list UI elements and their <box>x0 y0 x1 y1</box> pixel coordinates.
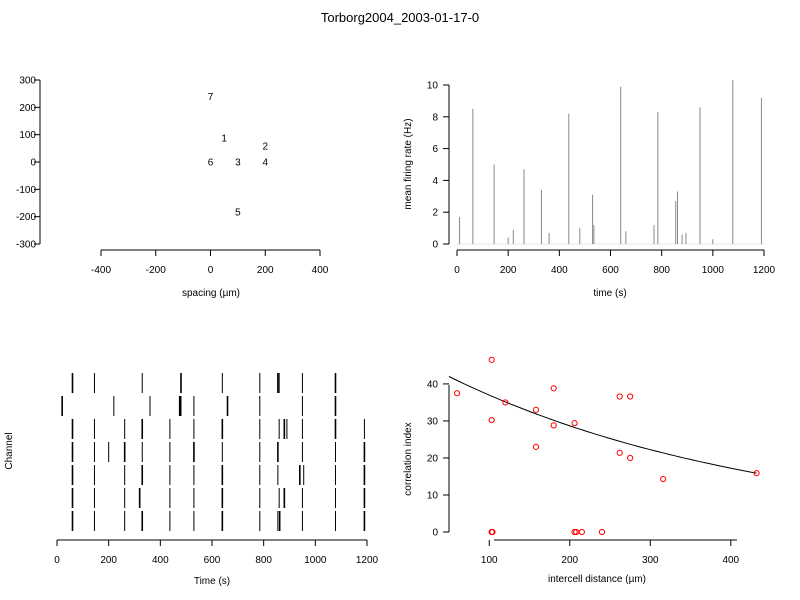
layout-x-label: spacing (µm) <box>182 288 240 299</box>
rate-x-tick-label: 600 <box>602 265 619 276</box>
raster-x-tick-label: 400 <box>152 555 169 566</box>
raster-panel: 0 200 400 600 800 1000 1200 Time (s) Channel <box>4 373 379 587</box>
correlation-x-tick-label: 300 <box>642 555 659 566</box>
layout-y-tick-label: 300 <box>19 76 36 87</box>
rate-x-tick-label: 0 <box>454 265 460 276</box>
rate-y-tick-label: 6 <box>432 144 438 155</box>
raster-x-tick-label: 600 <box>204 555 221 566</box>
electrode-label: 4 <box>262 158 268 169</box>
correlation-y-label: correlation index <box>403 422 414 495</box>
raster-x-tick-label: 800 <box>255 555 272 566</box>
layout-x-ticks: -400 -200 0 200 400 <box>91 250 329 276</box>
layout-y-ticks: -300 -200 -100 0 100 200 300 <box>16 76 40 251</box>
rate-y-ticks: 0 2 4 6 8 10 <box>427 81 449 251</box>
rate-x-ticks: 0 200 400 600 800 1000 1200 <box>454 250 776 276</box>
rate-y-tick-label: 0 <box>432 240 438 251</box>
correlation-point <box>550 385 557 392</box>
correlation-point <box>502 399 509 406</box>
correlation-y-ticks: 0 10 20 30 40 <box>427 379 449 539</box>
correlation-point <box>550 422 557 429</box>
raster-x-label: Time (s) <box>194 576 230 587</box>
correlation-point <box>489 528 496 536</box>
correlation-y-tick-label: 0 <box>432 528 438 539</box>
correlation-y-tick-label: 40 <box>427 379 439 390</box>
correlation-point <box>488 356 495 363</box>
rate-x-tick-label: 1200 <box>753 265 776 276</box>
correlation-point <box>660 475 667 483</box>
layout-y-tick-label: 100 <box>19 130 36 141</box>
layout-x-tick-label: 0 <box>208 265 214 276</box>
correlation-y-tick-label: 20 <box>427 453 439 464</box>
rate-y-tick-label: 10 <box>427 81 439 92</box>
correlation-fit-curve <box>448 376 757 474</box>
rate-x-tick-label: 200 <box>500 265 517 276</box>
rate-panel: 0 2 4 6 8 10 0 200 400 600 800 1000 1200 time (s) m… <box>403 80 776 299</box>
correlation-x-tick-label: 100 <box>481 555 498 566</box>
layout-y-tick-label: -200 <box>16 212 36 223</box>
raster-x-tick-label: 1200 <box>356 555 379 566</box>
electrode-label: 6 <box>208 158 214 169</box>
rate-x-tick-label: 1000 <box>702 265 725 276</box>
correlation-point <box>753 470 760 477</box>
correlation-point <box>616 393 623 400</box>
rate-y-tick-label: 8 <box>432 112 438 123</box>
correlation-point <box>453 390 461 397</box>
raster-x-ticks: 0 200 400 600 800 1000 1200 <box>54 540 379 566</box>
correlation-panel: 0 10 20 30 40 100 200 300 400 intercell distanc… <box>403 356 760 585</box>
correlation-x-label: intercell distance (µm) <box>548 574 646 585</box>
correlation-point <box>616 449 623 456</box>
raster-y-label: Channel <box>4 432 15 469</box>
correlation-point <box>488 417 495 424</box>
electrode-label: 2 <box>262 142 268 153</box>
layout-x-tick-label: -400 <box>91 265 111 276</box>
layout-x-tick-label: -200 <box>146 265 166 276</box>
rate-x-label: time (s) <box>593 288 626 299</box>
layout-panel: -300 -200 -100 0 100 200 300 -400 -200 0 200 400 1… <box>16 76 329 300</box>
correlation-y-tick-label: 10 <box>427 490 439 501</box>
electrode-label: 1 <box>221 134 227 145</box>
correlation-point <box>627 454 634 462</box>
layout-x-tick-label: 200 <box>257 265 274 276</box>
rate-y-tick-label: 2 <box>432 208 438 219</box>
rate-peaks <box>459 80 762 244</box>
correlation-point <box>627 393 634 400</box>
correlation-y-tick-label: 30 <box>427 416 439 427</box>
correlation-x-tick-label: 400 <box>722 555 739 566</box>
layout-y-tick-label: 200 <box>19 103 36 114</box>
electrode-label: 3 <box>235 158 241 169</box>
layout-y-tick-label: -100 <box>16 185 36 196</box>
raster-x-tick-label: 1000 <box>304 555 327 566</box>
layout-y-tick-label: 0 <box>30 158 36 169</box>
electrode-label: 5 <box>235 208 241 219</box>
electrode-label: 7 <box>208 92 214 103</box>
correlation-x-ticks: 100 200 300 400 <box>481 540 740 566</box>
raster-spikes <box>61 373 366 531</box>
correlation-point <box>532 443 540 450</box>
layout-x-tick-label: 400 <box>312 265 329 276</box>
correlation-x-tick-label: 200 <box>561 555 578 566</box>
rate-y-label: mean firing rate (Hz) <box>403 118 414 209</box>
layout-points: 1 2 3 4 5 6 7 <box>208 92 269 219</box>
correlation-points <box>453 356 760 536</box>
rate-x-tick-label: 800 <box>653 265 670 276</box>
correlation-point <box>571 420 578 427</box>
layout-y-tick-label: -300 <box>16 240 36 251</box>
rate-x-tick-label: 400 <box>551 265 568 276</box>
figure-title: Torborg2004_2003-01-17-0 <box>320 10 480 25</box>
raster-x-tick-label: 0 <box>54 555 60 566</box>
correlation-point <box>578 528 585 536</box>
correlation-point <box>532 406 540 413</box>
raster-x-tick-label: 200 <box>100 555 117 566</box>
rate-y-tick-label: 4 <box>432 176 438 187</box>
correlation-point <box>598 528 606 536</box>
